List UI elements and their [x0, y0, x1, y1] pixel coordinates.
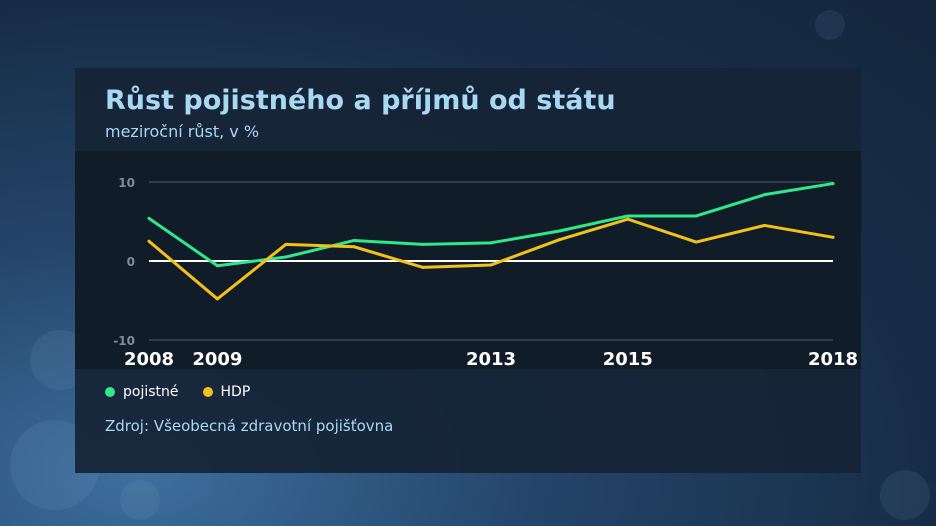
legend-item-pojistne: pojistné [105, 384, 179, 400]
data-point-pojistne [215, 264, 219, 268]
legend-swatch-hdp [202, 387, 213, 397]
data-point-hdp [489, 263, 493, 267]
y-tick-label: -10 [113, 334, 135, 348]
data-point-pojistne [284, 255, 288, 259]
data-point-hdp [352, 245, 356, 249]
data-point-pojistne [352, 238, 356, 242]
data-point-pojistne [694, 214, 698, 218]
legend-label-hdp: HDP [220, 384, 251, 400]
y-tick-label: 10 [118, 176, 135, 190]
source-note: Zdroj: Všeobecná zdravotní pojišťovna [105, 417, 394, 435]
data-point-pojistne [421, 242, 425, 246]
y-tick-label: 0 [127, 255, 135, 269]
x-tick-label: 2009 [192, 349, 242, 369]
data-point-hdp [557, 238, 561, 242]
data-point-pojistne [147, 216, 151, 220]
background-bokeh [120, 480, 160, 520]
data-point-pojistne [763, 193, 767, 197]
legend-label-pojistne: pojistné [123, 384, 179, 400]
series-line-hdp [147, 217, 835, 301]
data-point-hdp [284, 242, 288, 246]
legend-item-hdp: HDP [202, 384, 251, 400]
data-point-hdp [626, 217, 630, 221]
series-line-pojistne [147, 182, 835, 268]
data-point-hdp [421, 265, 425, 269]
chart-subtitle: meziroční růst, v % [105, 122, 260, 141]
chart-title: Růst pojistného a příjmů od státu [105, 85, 616, 116]
legend-swatch-pojistne [105, 387, 115, 397]
x-tick-label: 2008 [124, 349, 174, 369]
data-point-hdp [147, 239, 151, 243]
x-tick-label: 2013 [466, 349, 516, 369]
data-point-hdp [694, 240, 698, 244]
x-tick-label: 2015 [603, 349, 653, 369]
chart-panel: Růst pojistného a příjmů od státu meziro… [75, 68, 861, 473]
data-point-hdp [763, 223, 767, 227]
background-bokeh [880, 470, 930, 520]
data-point-hdp [215, 297, 219, 301]
data-point-pojistne [626, 214, 630, 218]
legend: pojistné HDP [105, 384, 274, 400]
x-tick-label: 2018 [808, 349, 858, 369]
data-point-pojistne [831, 182, 835, 186]
background-bokeh [815, 10, 845, 40]
data-point-hdp [831, 235, 835, 239]
data-point-pojistne [557, 229, 561, 233]
data-point-pojistne [489, 241, 493, 245]
